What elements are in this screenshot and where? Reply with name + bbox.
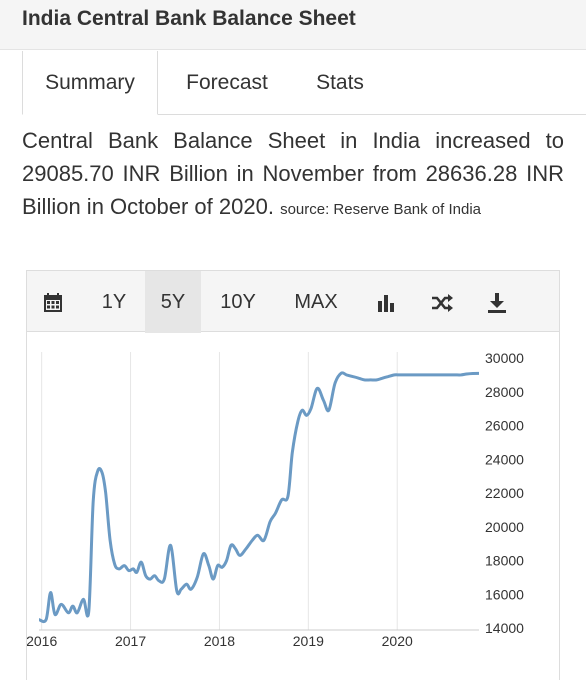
download-button[interactable] xyxy=(475,271,519,333)
x-tick-label: 2019 xyxy=(293,633,324,649)
y-tick-label: 20000 xyxy=(485,519,524,535)
calendar-button[interactable] xyxy=(29,271,77,333)
x-tick-label: 2017 xyxy=(115,633,146,649)
chart-toolbar: 1Y 5Y 10Y MAX xyxy=(26,270,560,333)
tab-stats[interactable]: Stats xyxy=(316,71,364,94)
chart-container: 2016 2017 2018 2019 2020 14000 16000 18000 20000… xyxy=(26,332,560,680)
range-10y-button[interactable]: 10Y xyxy=(220,291,256,313)
tab-bar: Summary Forecast Stats xyxy=(22,51,586,115)
header-bar: India Central Bank Balance Sheet xyxy=(0,0,586,50)
x-tick-label: 2018 xyxy=(204,633,235,649)
shuffle-button[interactable] xyxy=(419,271,465,333)
range-1y-button[interactable]: 1Y xyxy=(101,291,127,313)
page-title: India Central Bank Balance Sheet xyxy=(22,7,356,30)
series-line xyxy=(38,371,480,624)
x-tick-label: 2020 xyxy=(382,633,413,649)
y-tick-label: 26000 xyxy=(485,418,524,434)
shuffle-icon xyxy=(430,291,454,313)
summary-description: Central Bank Balance Sheet in India incr… xyxy=(22,124,564,226)
range-max-button[interactable]: MAX xyxy=(294,291,338,313)
tab-forecast[interactable]: Forecast xyxy=(186,71,268,94)
bar-chart-button[interactable] xyxy=(365,271,409,333)
summary-text: Central Bank Balance Sheet in India incr… xyxy=(22,128,564,219)
y-tick-label: 14000 xyxy=(485,620,524,636)
y-tick-label: 22000 xyxy=(485,485,524,501)
download-icon xyxy=(486,291,508,313)
line-chart: 2016 2017 2018 2019 2020 14000 16000 18000 20000… xyxy=(27,350,524,649)
source-text: source: Reserve Bank of India xyxy=(280,201,482,218)
range-5y-button[interactable]: 5Y xyxy=(145,271,201,333)
calendar-icon xyxy=(42,291,64,313)
y-tick-label: 30000 xyxy=(485,350,524,366)
x-tick-label: 2016 xyxy=(27,633,57,649)
tab-summary[interactable]: Summary xyxy=(22,51,158,115)
y-tick-label: 24000 xyxy=(485,451,524,467)
y-tick-label: 28000 xyxy=(485,384,524,400)
y-tick-label: 16000 xyxy=(485,586,524,602)
bar-chart-icon xyxy=(376,291,398,313)
y-tick-label: 18000 xyxy=(485,553,524,569)
